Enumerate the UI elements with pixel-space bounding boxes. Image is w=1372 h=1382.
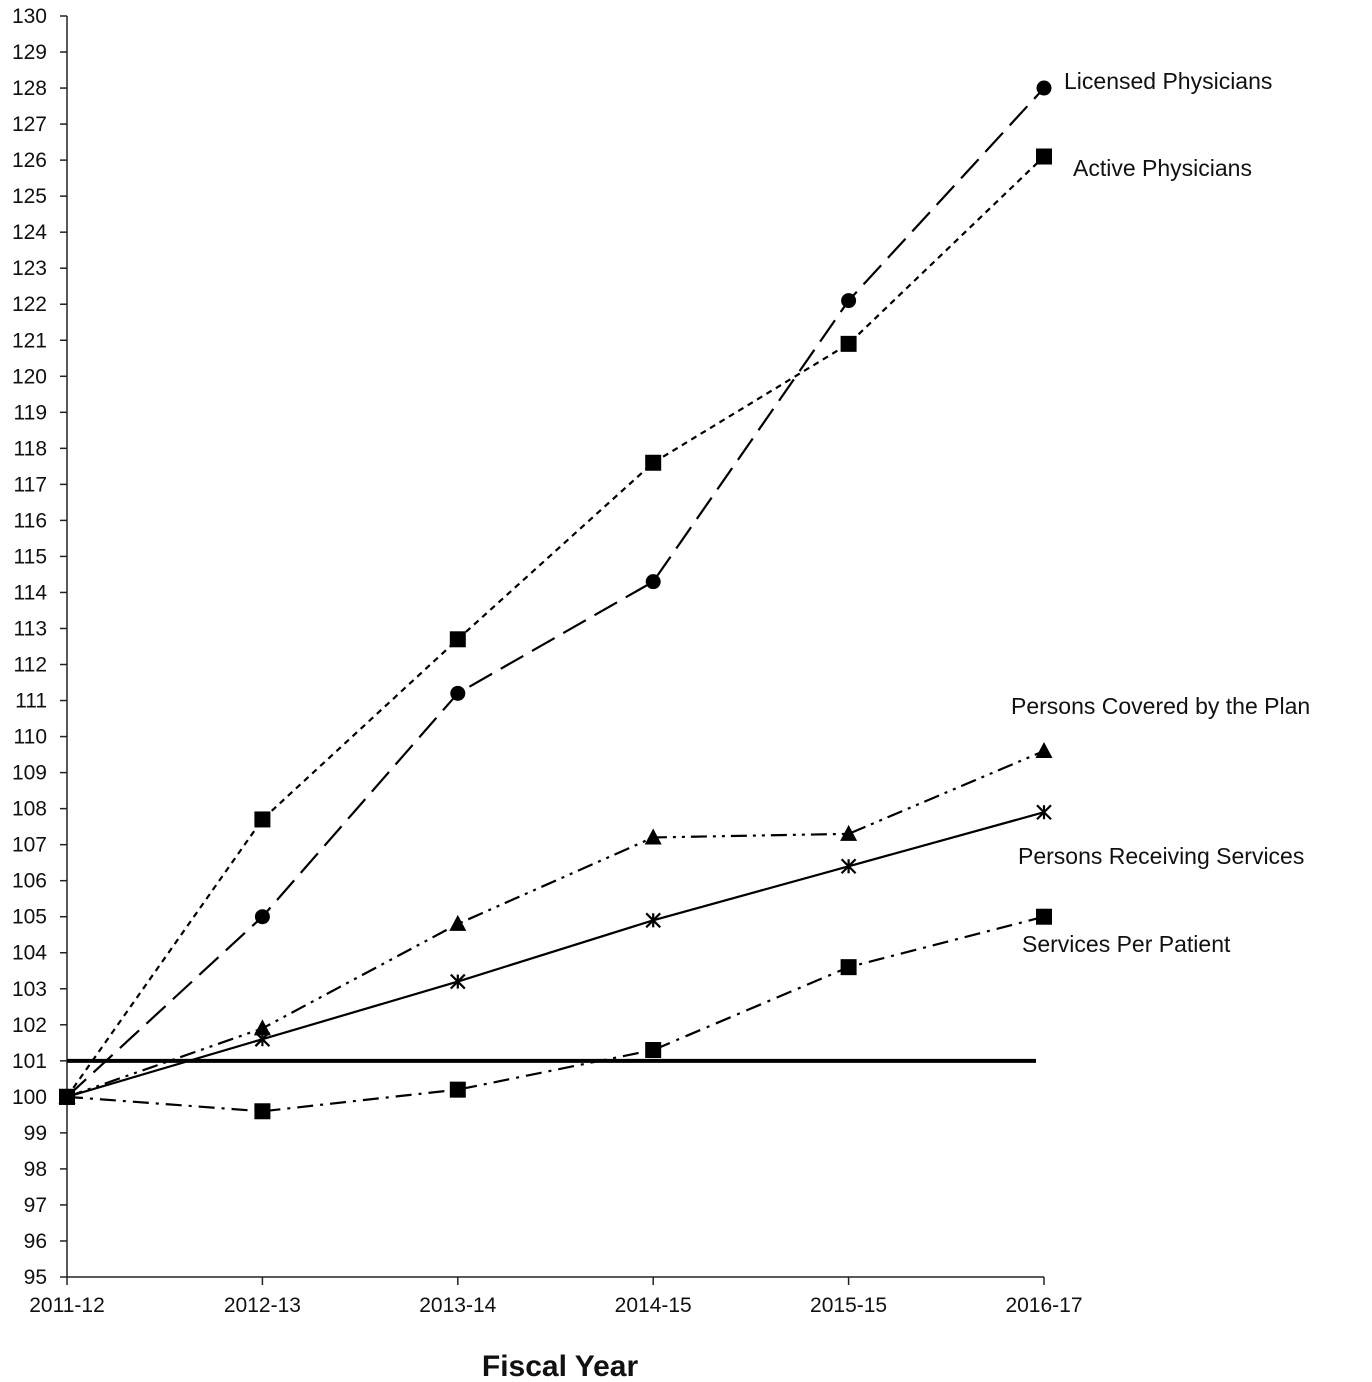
y-tick-label: 122 <box>12 293 47 316</box>
series-persons-covered-by-the-plan <box>58 741 1053 1104</box>
series-label-services-per-patient: Services Per Patient <box>1022 931 1231 957</box>
data-point-services-per-patient <box>840 959 857 976</box>
series-line-services-per-patient <box>66 915 1045 1113</box>
x-axis-ticks: 2011-12 2012-13 2013-14 2014-15 2015-15 2016-… <box>29 1277 1083 1317</box>
data-point-services-per-patient <box>645 1042 662 1059</box>
data-point-persons-receiving-services <box>645 912 661 929</box>
y-tick-label: 102 <box>12 1014 47 1037</box>
y-tick-label: 101 <box>12 1050 47 1073</box>
y-tick-label: 123 <box>12 257 47 280</box>
data-point-persons-covered-by-the-plan <box>449 914 467 931</box>
y-tick-label: 108 <box>12 798 47 821</box>
series-line-licensed-physicians <box>66 87 1045 1098</box>
y-tick-label: 107 <box>12 834 47 857</box>
y-tick-label: 104 <box>12 942 47 965</box>
y-tick-label: 118 <box>14 437 47 460</box>
y-tick-label: 124 <box>12 221 47 244</box>
data-point-licensed-physicians <box>1036 80 1052 96</box>
x-tick-label: 2016-17 <box>1005 1294 1082 1317</box>
y-tick-label: 125 <box>12 185 47 208</box>
y-tick-label: 119 <box>14 401 47 424</box>
data-point-persons-receiving-services <box>450 973 466 990</box>
series-labels: Licensed Physicians Active Physicians Pe… <box>1011 68 1310 957</box>
y-tick-label: 111 <box>15 690 47 713</box>
data-point-persons-receiving-services <box>254 1031 271 1047</box>
y-tick-label: 109 <box>12 762 47 785</box>
y-tick-label: 112 <box>14 654 47 677</box>
data-point-licensed-physicians <box>841 293 857 309</box>
data-point-active-physicians <box>449 631 466 648</box>
series-label-licensed-physicians: Licensed Physicians <box>1064 68 1272 94</box>
data-point-services-per-patient <box>59 1088 75 1105</box>
data-point-persons-receiving-services <box>840 858 857 875</box>
series-group <box>58 80 1053 1120</box>
y-tick-label: 120 <box>12 365 47 388</box>
x-axis-title: Fiscal Year <box>482 1350 639 1382</box>
y-tick-label: 96 <box>24 1230 47 1253</box>
data-point-persons-covered-by-the-plan <box>1035 741 1053 758</box>
x-tick-label: 2015-15 <box>810 1294 887 1317</box>
y-tick-label: 114 <box>14 581 48 604</box>
y-tick-label: 98 <box>24 1158 47 1181</box>
data-point-persons-covered-by-the-plan <box>253 1019 271 1036</box>
y-tick-label: 103 <box>12 978 47 1001</box>
data-point-persons-covered-by-the-plan <box>840 824 858 841</box>
data-point-services-per-patient <box>254 1103 271 1120</box>
data-point-licensed-physicians <box>645 574 661 590</box>
y-tick-label: 115 <box>14 545 47 568</box>
data-point-active-physicians <box>254 811 271 828</box>
y-tick-label: 99 <box>24 1122 47 1145</box>
y-tick-label: 105 <box>12 906 47 929</box>
series-label-persons-receiving: Persons Receiving Services <box>1018 843 1304 869</box>
data-point-services-per-patient <box>1036 908 1052 925</box>
y-tick-label: 95 <box>24 1266 47 1289</box>
y-tick-label: 110 <box>14 726 47 749</box>
data-point-services-per-patient <box>449 1081 466 1098</box>
series-line-active-physicians <box>66 155 1045 1098</box>
y-tick-label: 116 <box>14 509 47 532</box>
y-tick-label: 126 <box>12 149 47 172</box>
y-tick-label: 100 <box>12 1086 47 1109</box>
series-label-persons-covered: Persons Covered by the Plan <box>1011 693 1310 719</box>
y-tick-label: 128 <box>12 77 47 100</box>
y-tick-label: 130 <box>12 5 47 28</box>
data-point-active-physicians <box>1036 148 1052 165</box>
data-point-persons-receiving-services <box>1036 804 1052 821</box>
x-tick-label: 2013-14 <box>419 1294 496 1317</box>
series-active-physicians <box>59 148 1052 1105</box>
axes <box>66 16 1044 1278</box>
series-services-per-patient <box>59 908 1052 1120</box>
y-axis-ticks: 95 96 97 98 99 100 101 102 103 104 105 106 107 108 109… <box>12 5 67 1289</box>
x-tick-label: 2012-13 <box>224 1294 301 1317</box>
y-tick-label: 121 <box>12 329 47 352</box>
data-point-active-physicians <box>645 454 662 471</box>
series-line-persons-receiving-services <box>66 811 1045 1098</box>
x-tick-label: 2014-15 <box>615 1294 692 1317</box>
data-point-licensed-physicians <box>254 909 270 925</box>
y-tick-label: 113 <box>14 617 47 640</box>
series-label-active-physicians: Active Physicians <box>1073 155 1252 181</box>
series-line-persons-covered-by-the-plan <box>66 749 1045 1098</box>
y-tick-label: 117 <box>14 473 47 496</box>
y-tick-label: 97 <box>24 1194 47 1217</box>
y-tick-label: 129 <box>12 41 47 64</box>
data-point-licensed-physicians <box>450 685 466 701</box>
y-tick-label: 106 <box>12 870 47 893</box>
data-point-active-physicians <box>840 335 857 352</box>
x-tick-label: 2011-12 <box>29 1294 105 1317</box>
y-tick-label: 127 <box>12 113 47 136</box>
data-point-persons-covered-by-the-plan <box>644 828 662 845</box>
